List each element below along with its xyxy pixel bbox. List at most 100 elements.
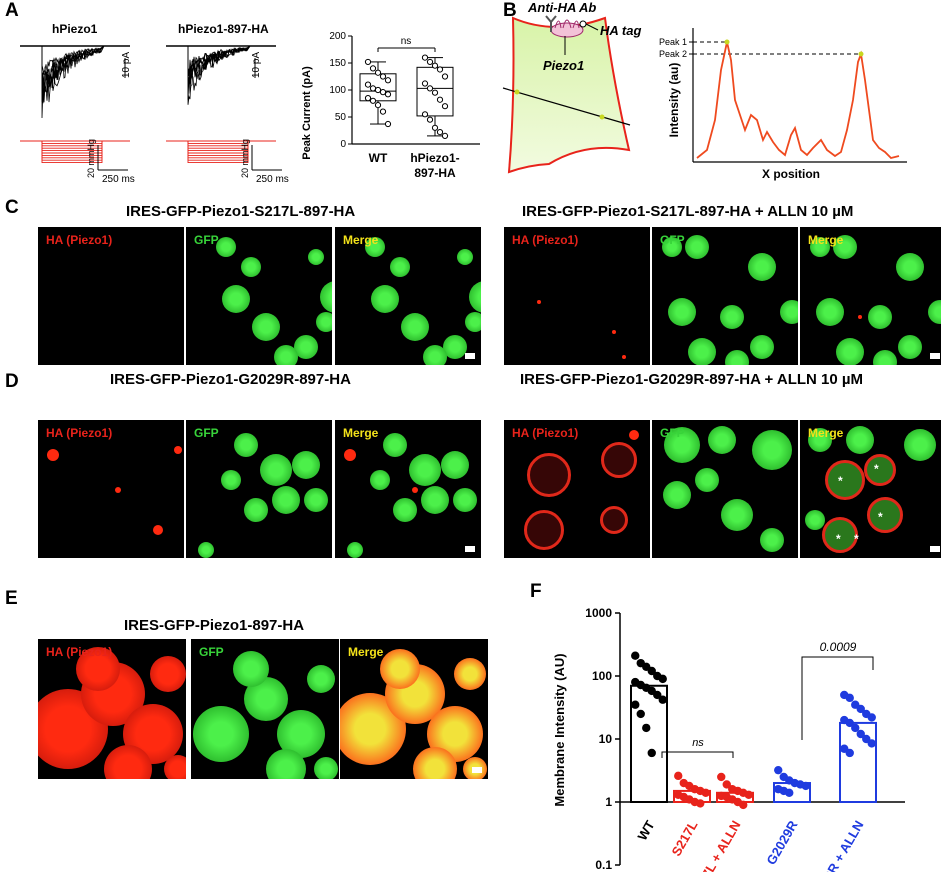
- boxplot-point: [436, 129, 444, 136]
- ha-tag-label: HA tag: [600, 23, 641, 38]
- red-puncta: [47, 449, 59, 461]
- pressure-scale-label-1: 20 mmHg: [86, 139, 96, 178]
- boxplot-point: [431, 62, 439, 69]
- cell-blob: [393, 498, 417, 522]
- boxplot-point: [426, 85, 434, 92]
- panel-e-title: IRES-GFP-Piezo1-897-HA: [124, 617, 305, 634]
- profile-xlabel: X position: [762, 167, 820, 181]
- boxplot-point: [374, 86, 382, 94]
- membrane-ring: [867, 497, 903, 533]
- red-puncta: [629, 430, 639, 440]
- panel-c-title-left: IRES-GFP-Piezo1-S217L-897-HA: [126, 203, 356, 220]
- cell-blob: [370, 470, 390, 490]
- channel-label-gfp: GFP: [199, 645, 224, 659]
- membrane-schematic: Anti-HA Ab HA tag Piezo1 Intensity (au) …: [502, 0, 907, 181]
- red-puncta: [344, 449, 356, 461]
- asterisk-marker: *: [878, 510, 883, 524]
- boxplot-point: [431, 124, 439, 131]
- f-point: [653, 690, 662, 700]
- micrograph-c2-merge: Merge: [800, 227, 941, 365]
- time-scale-label-2: 250 ms: [256, 174, 289, 185]
- cell-blob: [469, 281, 481, 313]
- cell-blob: [668, 298, 696, 326]
- scale-bar: [930, 353, 940, 359]
- f-bars: [630, 684, 877, 803]
- panel-label-e: E: [5, 588, 18, 609]
- f-xlabel: WT: [634, 818, 657, 843]
- cell-blob: [320, 281, 332, 313]
- panel-c-title-right: IRES-GFP-Piezo1-S217L-897-HA + ALLN 10 µ…: [522, 203, 854, 220]
- f-point: [636, 709, 645, 719]
- boxplot-xlabel-ha-2: 897-HA: [414, 166, 456, 180]
- cell-blob: [721, 499, 753, 531]
- current-traces: 10 pA 10 pA 20 mmHg 20 mmHg 250 ms 250 m…: [20, 45, 289, 185]
- micrograph-d2-gfp: GFP: [652, 420, 798, 558]
- red-puncta: [537, 300, 541, 304]
- scale-bar: [472, 767, 482, 773]
- boxplot-point: [441, 132, 449, 140]
- cell-blob: [750, 335, 774, 359]
- current-scale-label-1: 10 pA: [121, 52, 132, 78]
- cell-blob: [371, 285, 399, 313]
- boxplot-point: [421, 54, 429, 61]
- cell-blob: [846, 426, 874, 454]
- boxplot-point: [369, 85, 377, 92]
- scale-bars: [97, 58, 282, 171]
- f-point: [845, 693, 854, 703]
- boxplot-ytick-label: 0: [340, 139, 346, 150]
- micrograph-c-merge: Merge: [335, 227, 481, 365]
- cell-blob: [780, 300, 798, 324]
- channel-label-merge: Merge: [343, 426, 379, 440]
- red-puncta: [612, 330, 616, 334]
- f-point: [845, 748, 854, 758]
- f-ytick-label: 100: [592, 669, 612, 683]
- boxplot-marks: [359, 54, 454, 140]
- cell-blob: [663, 481, 691, 509]
- boxplot-point: [426, 58, 434, 66]
- cell-blob: [441, 451, 469, 479]
- boxplot-point: [426, 116, 434, 123]
- cell-blob: [443, 335, 467, 359]
- cell-blob: [193, 706, 249, 762]
- cell-blob: [748, 253, 776, 281]
- line-scan: [502, 87, 631, 126]
- boxplot-point: [379, 73, 387, 80]
- panel-label-f: F: [530, 581, 542, 602]
- f-yticks: 0.1 1 10 100 1000: [585, 606, 620, 872]
- boxplot-point: [364, 95, 372, 102]
- piezo1-label: Piezo1: [543, 58, 584, 73]
- time-scale-label-1: 250 ms: [102, 174, 135, 185]
- membrane-ring: [600, 506, 628, 534]
- membrane-ring: [524, 510, 564, 550]
- red-puncta: [153, 525, 163, 535]
- micrograph-d-merge: Merge: [335, 420, 481, 558]
- micrograph-d2-ha: HA (Piezo1): [504, 420, 650, 558]
- f-sig-bracket-ns: [661, 751, 734, 758]
- cell-blob: [380, 649, 420, 689]
- peak2-label: Peak 2: [659, 49, 687, 59]
- boxplot-xlabel-ha-1: hPiezo1-: [410, 151, 459, 165]
- pressure-step-group: [20, 140, 276, 164]
- cell-blob: [896, 253, 924, 281]
- boxplot-point: [364, 81, 372, 88]
- membrane-ring: [822, 517, 858, 553]
- cell-blob: [294, 335, 318, 359]
- boxplot-point: [384, 77, 392, 84]
- boxplot-point: [369, 65, 377, 72]
- boxplot-point: [436, 96, 444, 103]
- profile-ylabel: Intensity (au): [667, 63, 681, 138]
- boxplot-ytick-label: 200: [329, 31, 346, 42]
- micrograph-d-gfp: GFP: [186, 420, 332, 558]
- scale-bar: [465, 546, 475, 552]
- f-ytick-label: 1: [605, 795, 612, 809]
- f-sig-p: 0.0009: [820, 640, 857, 654]
- cell-blob: [695, 468, 719, 492]
- asterisk-marker: *: [854, 532, 859, 546]
- trace-title-ha: hPiezo1-897-HA: [178, 22, 269, 36]
- asterisk-marker: *: [838, 474, 843, 488]
- cell-blob: [760, 528, 784, 552]
- boxplot-ylabel: Peak Current (pA): [301, 66, 313, 160]
- boxplot-point: [421, 80, 429, 87]
- cell-blob: [304, 488, 328, 512]
